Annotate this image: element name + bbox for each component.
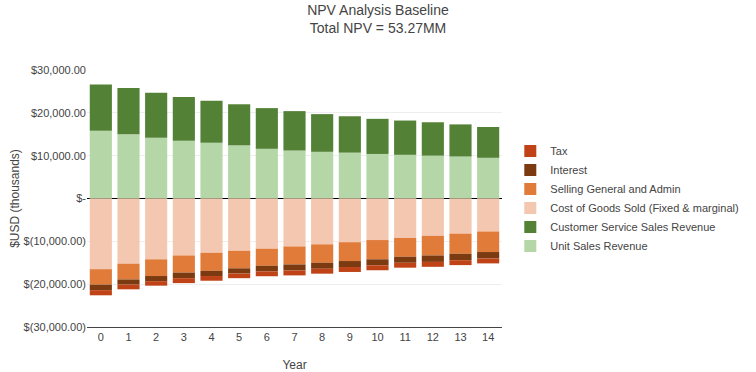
svg-text:$30,000.00: $30,000.00 <box>31 64 86 76</box>
svg-text:1: 1 <box>125 331 131 343</box>
svg-text:Year: Year <box>282 358 306 372</box>
svg-text:Selling General and Admin: Selling General and Admin <box>550 183 680 195</box>
svg-text:12: 12 <box>427 331 439 343</box>
svg-text:Tax: Tax <box>550 145 568 157</box>
svg-text:$(10,000.00): $(10,000.00) <box>24 235 86 247</box>
svg-text:7: 7 <box>291 331 297 343</box>
svg-text:5: 5 <box>236 331 242 343</box>
svg-text:13: 13 <box>454 331 466 343</box>
svg-text:$-: $- <box>76 192 86 204</box>
svg-text:Unit Sales Revenue: Unit Sales Revenue <box>550 240 647 252</box>
svg-text:$(30,000.00): $(30,000.00) <box>24 321 86 333</box>
svg-text:4: 4 <box>208 331 214 343</box>
svg-text:$10,000.00: $10,000.00 <box>31 150 86 162</box>
svg-text:NPV Analysis BaselineTotal NPV: NPV Analysis BaselineTotal NPV = 53.27MM <box>307 2 449 36</box>
svg-text:3: 3 <box>181 331 187 343</box>
svg-text:10: 10 <box>371 331 383 343</box>
svg-text:$(20,000.00): $(20,000.00) <box>24 278 86 290</box>
svg-text:Interest: Interest <box>550 164 587 176</box>
svg-text:$20,000.00: $20,000.00 <box>31 107 86 119</box>
svg-text:14: 14 <box>482 331 494 343</box>
svg-text:Customer Service Sales Revenue: Customer Service Sales Revenue <box>550 221 715 233</box>
svg-text:2: 2 <box>153 331 159 343</box>
svg-text:Cost of Goods Sold (Fixed & ma: Cost of Goods Sold (Fixed & marginal) <box>550 202 738 214</box>
svg-text:8: 8 <box>319 331 325 343</box>
svg-text:6: 6 <box>264 331 270 343</box>
svg-text:0: 0 <box>98 331 104 343</box>
svg-text:9: 9 <box>347 331 353 343</box>
svg-text:$USD (thousands): $USD (thousands) <box>8 149 22 248</box>
svg-text:11: 11 <box>399 331 410 343</box>
